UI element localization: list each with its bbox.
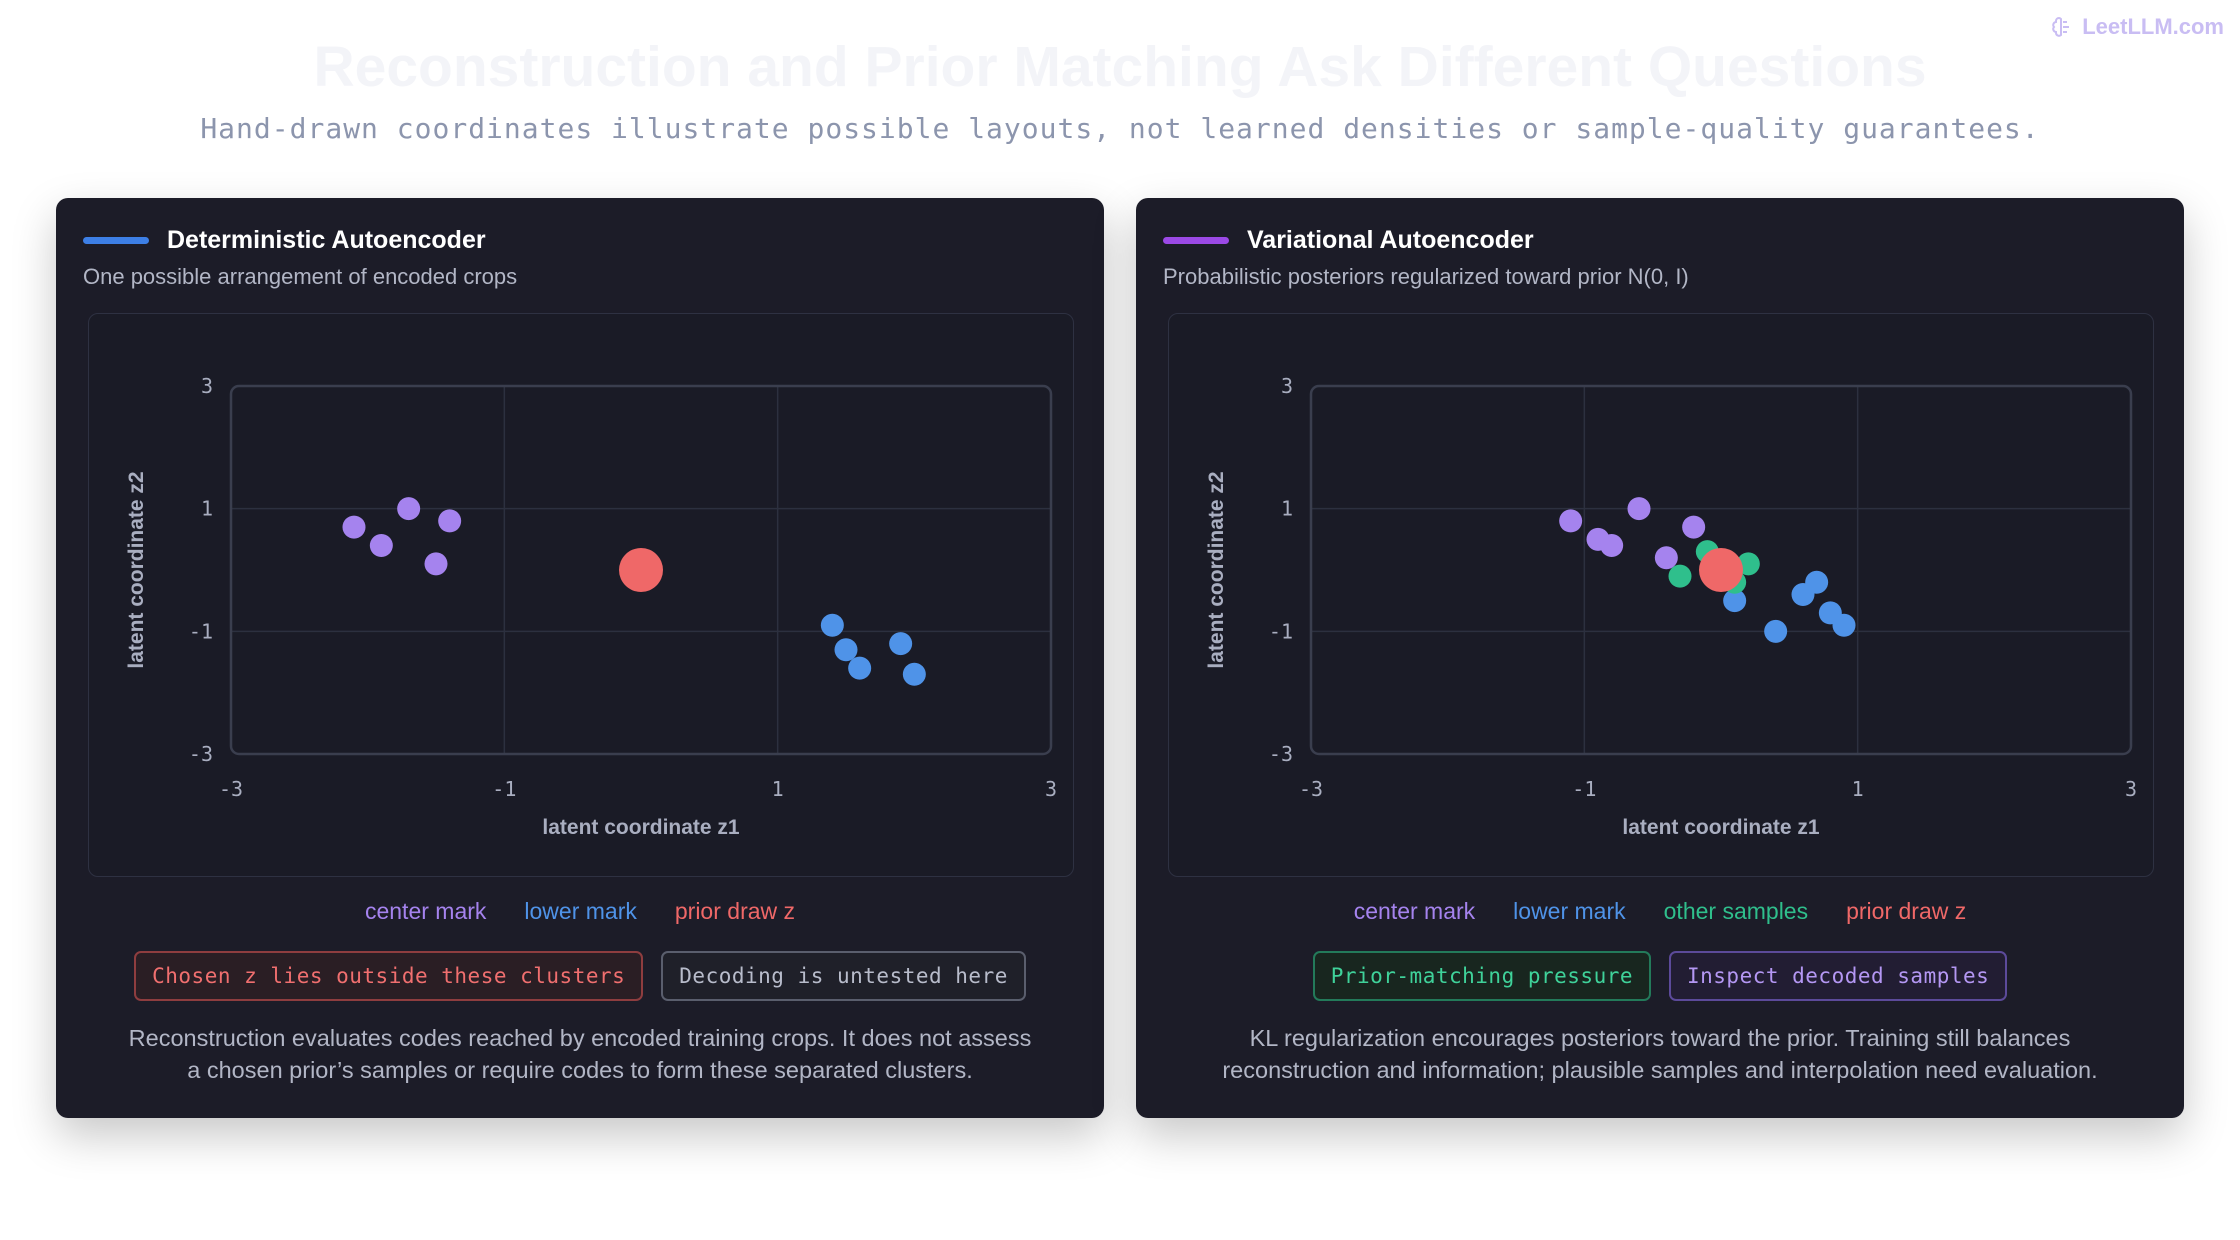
y-tick-label: 3: [1281, 374, 1293, 398]
data-point: [438, 509, 462, 533]
y-tick-label: 1: [201, 497, 213, 521]
data-point: [1723, 589, 1747, 613]
data-point: [1764, 619, 1788, 643]
y-tick-label: 3: [201, 374, 213, 398]
tag-prior-matching: Prior-matching pressure: [1312, 951, 1651, 1001]
tag-row: Prior-matching pressure Inspect decoded …: [1136, 951, 2184, 1001]
y-axis-label: latent coordinate z2: [1205, 471, 1228, 668]
legend-center-mark: center mark: [364, 898, 487, 924]
caption-line: a chosen prior’s samples or require code…: [187, 1057, 973, 1083]
card-title: Variational Autoencoder: [1247, 226, 1534, 254]
tag-outside-clusters: Chosen z lies outside these clusters: [134, 951, 644, 1001]
data-point: [1832, 613, 1856, 637]
tag-inspect-samples: Inspect decoded samples: [1669, 951, 2008, 1001]
data-point: [342, 515, 366, 539]
autoencoder-card: Deterministic Autoencoder One possible a…: [56, 198, 1104, 1118]
data-point: [889, 632, 913, 656]
legend-other-samples: other samples: [1663, 898, 1809, 924]
legend-lower-mark: lower mark: [1513, 898, 1626, 924]
brain-icon: [2052, 16, 2070, 37]
card-caption: Reconstruction evaluates codes reached b…: [76, 1022, 1084, 1086]
legend: center mark lower mark prior draw z: [56, 898, 1104, 925]
caption-line: Reconstruction evaluates codes reached b…: [128, 1025, 1032, 1051]
card-title: Deterministic Autoencoder: [167, 226, 486, 254]
data-point: [1559, 509, 1583, 533]
card-header: Deterministic Autoencoder: [83, 226, 486, 255]
brand-logo[interactable]: LeetLLM.com: [2050, 14, 2224, 40]
scatter-plot-box: -3 -1 1 3 3 1 -1 -3 latent coordinate z1 latent c…: [88, 313, 1074, 877]
x-axis-label: latent coordinate z1: [542, 816, 740, 839]
tag-row: Chosen z lies outside these clusters Dec…: [56, 951, 1104, 1001]
x-tick-label: -1: [492, 777, 516, 801]
scatter-plot: -3 -1 1 3 3 1 -1 -3 latent coordinate z1 latent c…: [1205, 374, 2137, 839]
scatter-plot: -3 -1 1 3 3 1 -1 -3 latent coordinate z1 latent c…: [125, 374, 1057, 839]
x-tick-label: 3: [1045, 777, 1057, 801]
card-subtitle: One possible arrangement of encoded crop…: [83, 264, 518, 289]
x-tick-label: -3: [1299, 777, 1323, 801]
card-header: Variational Autoencoder: [1163, 226, 1534, 255]
accent-bar: [83, 237, 149, 244]
x-tick-label: 1: [772, 777, 784, 801]
data-point: [848, 656, 872, 680]
data-point: [1682, 515, 1706, 539]
x-tick-label: 1: [1852, 777, 1864, 801]
brand-name: LeetLLM.com: [2082, 14, 2224, 39]
data-point: [1654, 546, 1678, 570]
plot-frame: [229, 384, 1053, 756]
x-tick-label: -1: [1572, 777, 1596, 801]
legend-prior-draw: prior draw z: [1846, 898, 1967, 924]
data-point: [424, 552, 448, 576]
vae-card: Variational Autoencoder Probabilistic po…: [1136, 198, 2184, 1118]
data-point: [369, 533, 393, 557]
accent-bar: [1163, 237, 1229, 244]
prior-draw-point: [619, 548, 663, 592]
scatter-plot-box: -3 -1 1 3 3 1 -1 -3 latent coordinate z1 latent c…: [1168, 313, 2154, 877]
legend-prior-draw: prior draw z: [674, 898, 796, 924]
legend: center mark lower mark other samples pri…: [1136, 898, 2184, 925]
data-point: [1600, 533, 1624, 557]
y-tick-label: -3: [1269, 742, 1293, 766]
x-tick-label: 3: [2125, 777, 2137, 801]
data-point: [1668, 564, 1692, 588]
x-axis-label: latent coordinate z1: [1622, 816, 1820, 839]
data-point: [1627, 497, 1651, 521]
data-point: [902, 662, 926, 686]
data-point: [820, 613, 844, 637]
y-tick-label: -3: [189, 742, 213, 766]
caption-line: KL regularization encourages posteriors …: [1249, 1025, 2071, 1051]
page-subtitle: Hand-drawn coordinates illustrate possib…: [200, 112, 2040, 145]
page-title: Reconstruction and Prior Matching Ask Di…: [313, 35, 1927, 99]
tag-decoding-untested: Decoding is untested here: [661, 951, 1026, 1001]
x-tick-label: -3: [219, 777, 243, 801]
plot-frame: [1309, 384, 2133, 756]
y-tick-label: 1: [1281, 497, 1293, 521]
y-axis-label: latent coordinate z2: [125, 471, 148, 668]
y-tick-label: -1: [1269, 619, 1293, 643]
card-subtitle: Probabilistic posteriors regularized tow…: [1163, 264, 1689, 289]
legend-center-mark: center mark: [1353, 898, 1476, 924]
data-point: [1805, 570, 1829, 594]
y-tick-label: -1: [189, 619, 213, 643]
prior-draw-point: [1699, 548, 1743, 592]
data-point: [834, 638, 858, 662]
card-caption: KL regularization encourages posteriors …: [1156, 1022, 2164, 1086]
data-point: [397, 497, 421, 521]
caption-line: reconstruction and information; plausibl…: [1222, 1057, 2098, 1083]
legend-lower-mark: lower mark: [524, 898, 637, 924]
